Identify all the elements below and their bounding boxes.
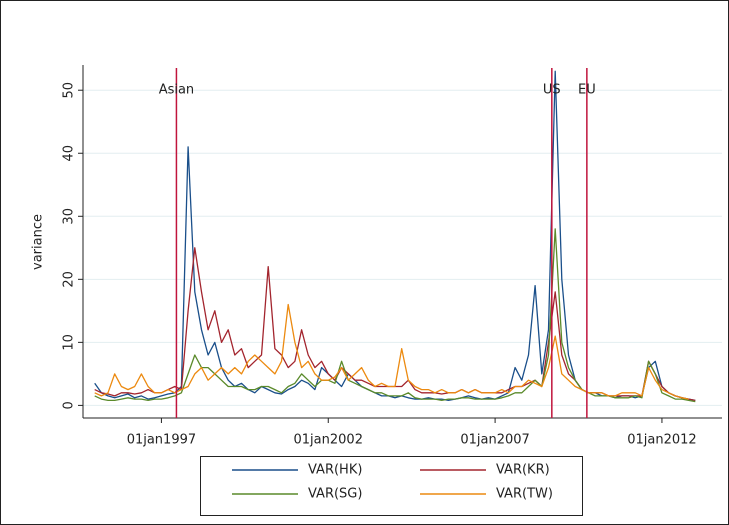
legend — [200, 456, 583, 516]
legend-label: VAR(KR) — [496, 463, 550, 478]
x-tick-label: 01jan2002 — [294, 433, 363, 448]
y-tick-label: 0 — [62, 401, 77, 409]
legend-label: VAR(TW) — [496, 487, 553, 502]
y-axis-label: variance — [31, 214, 46, 270]
legend-label: VAR(SG) — [308, 487, 362, 502]
event-label: EU — [578, 83, 596, 98]
event-label: Asian — [159, 83, 194, 98]
x-tick-label: 01jan1997 — [127, 433, 196, 448]
legend-label: VAR(HK) — [308, 463, 362, 478]
y-tick-label: 10 — [62, 334, 77, 351]
y-tick-label: 20 — [62, 271, 77, 288]
y-tick-label: 50 — [62, 82, 77, 99]
y-tick-label: 40 — [62, 145, 77, 162]
event-label: US — [543, 83, 561, 98]
series-line — [94, 228, 696, 403]
x-tick-label: 01jan2007 — [460, 433, 529, 448]
x-tick-label: 01jan2012 — [627, 433, 696, 448]
series-line — [94, 303, 689, 400]
y-tick-label: 30 — [62, 208, 77, 225]
